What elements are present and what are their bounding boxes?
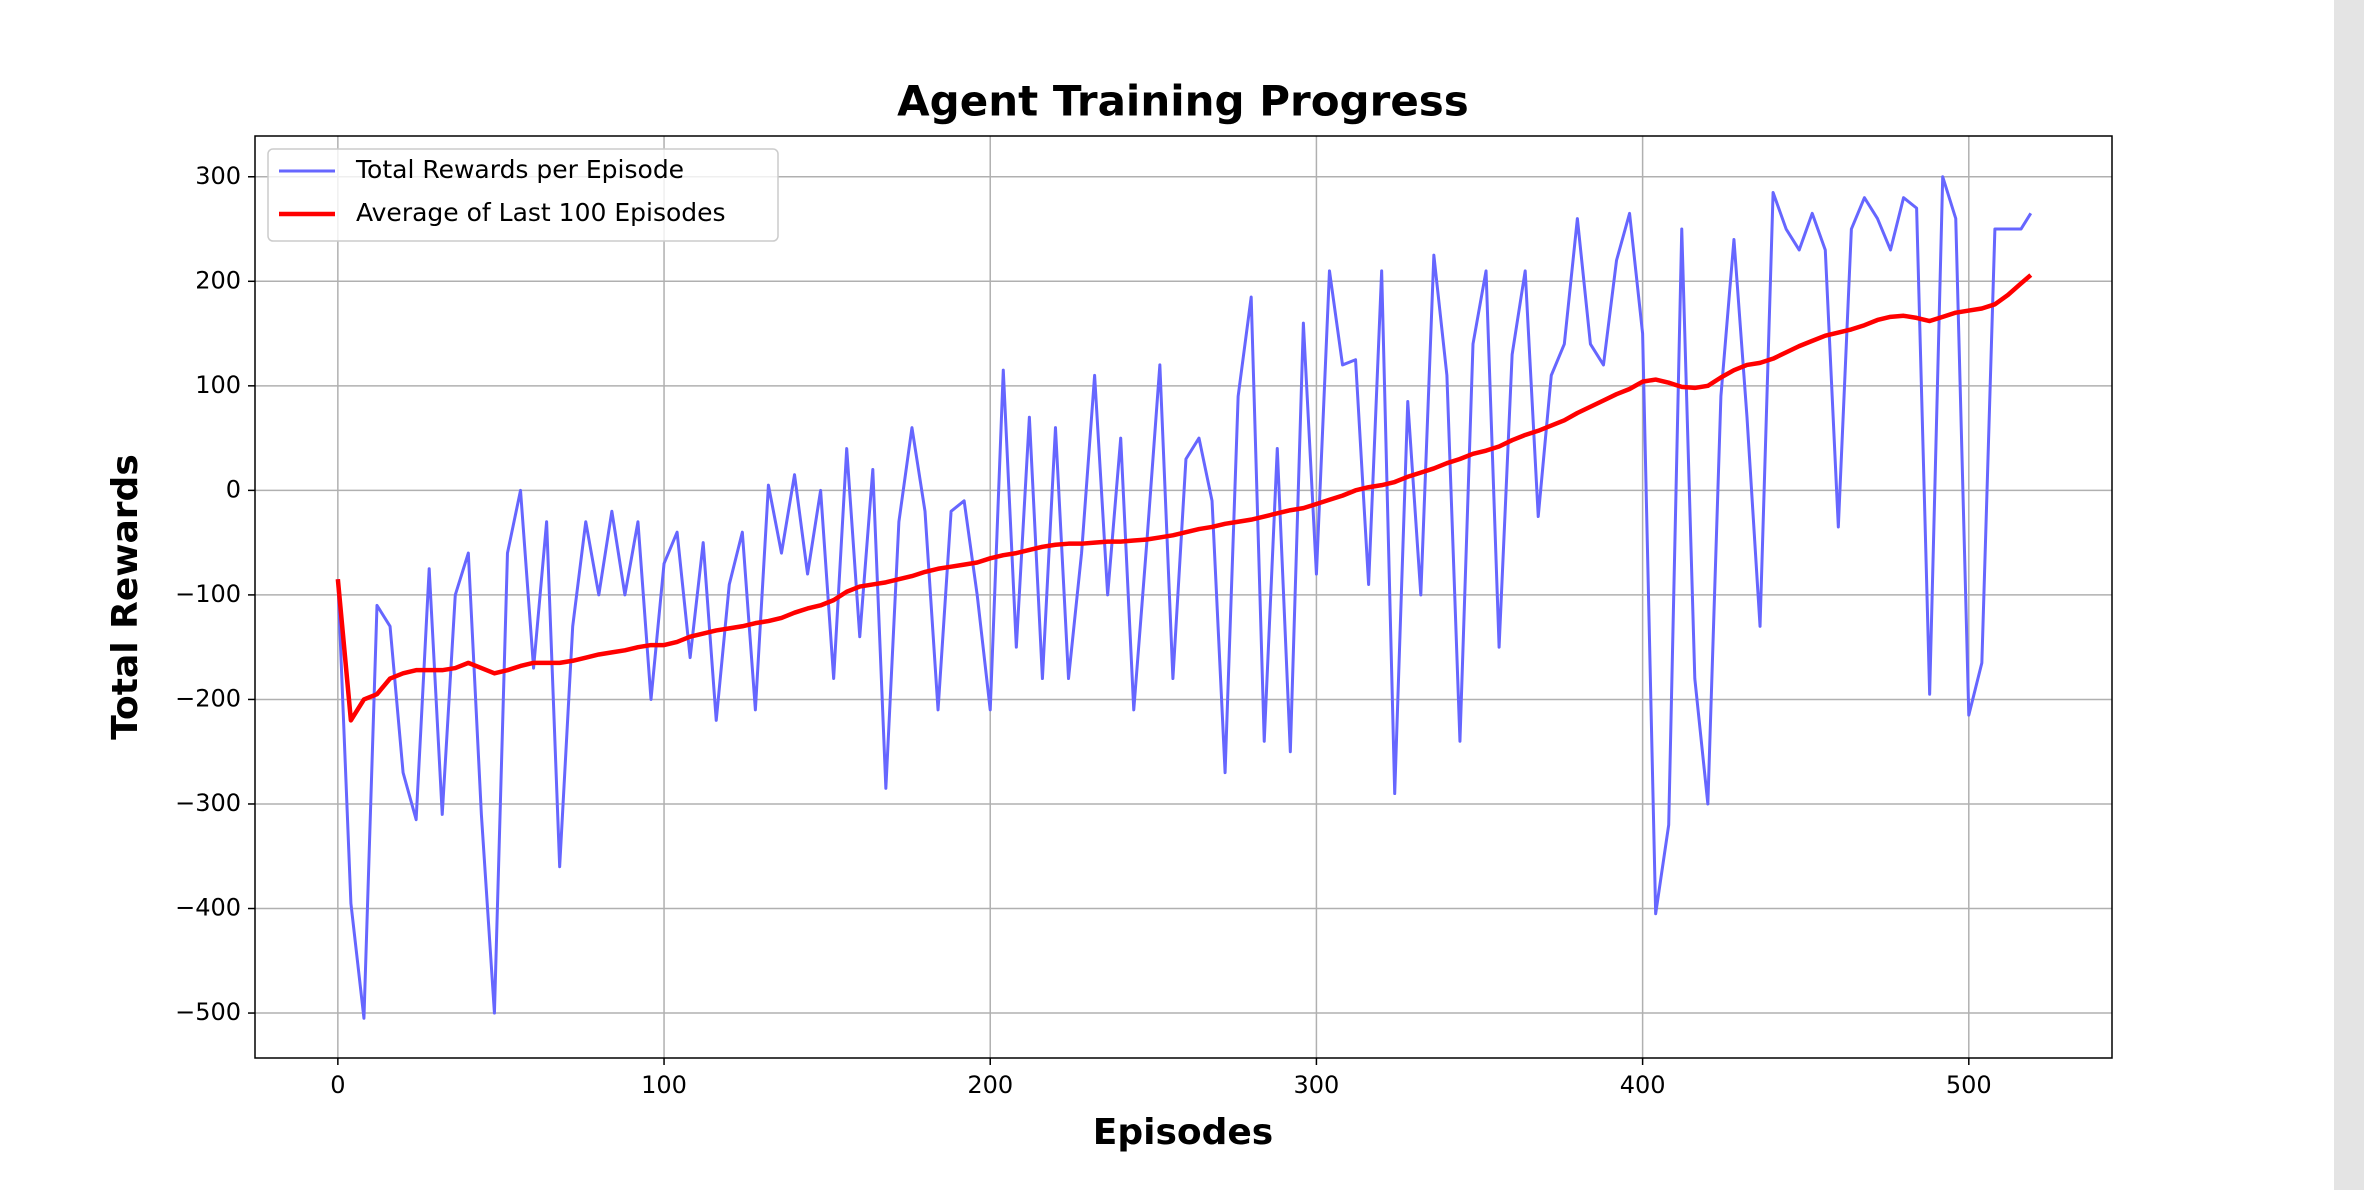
x-tick-label: 200	[967, 1071, 1013, 1099]
x-tick-label: 100	[641, 1071, 687, 1099]
x-tick-label: 300	[1294, 1071, 1340, 1099]
legend-label: Average of Last 100 Episodes	[356, 198, 726, 227]
scrollbar	[2334, 0, 2364, 1190]
y-tick-label: 200	[195, 266, 241, 294]
plot-frame	[254, 135, 2113, 1059]
y-tick-label: −100	[175, 580, 241, 608]
legend-box	[267, 148, 779, 242]
legend-label: Total Rewards per Episode	[355, 155, 684, 184]
y-tick-label: 100	[195, 371, 241, 399]
y-tick-label: −400	[175, 894, 241, 922]
chart-title: Agent Training Progress	[897, 77, 1469, 126]
y-axis-label: Total Rewards	[105, 454, 146, 740]
x-tick-label: 0	[330, 1071, 345, 1099]
x-axis-label: Episodes	[1093, 1112, 1273, 1153]
series-line	[336, 175, 2033, 1020]
x-tick-label: 400	[1620, 1071, 1666, 1099]
y-tick-label: −300	[175, 789, 241, 817]
series-line	[335, 273, 2033, 723]
y-tick-label: −500	[175, 998, 241, 1026]
y-tick-label: −200	[175, 684, 241, 712]
y-tick-label: 300	[195, 162, 241, 190]
x-tick-label: 500	[1946, 1071, 1992, 1099]
y-tick-label: 0	[226, 475, 241, 503]
